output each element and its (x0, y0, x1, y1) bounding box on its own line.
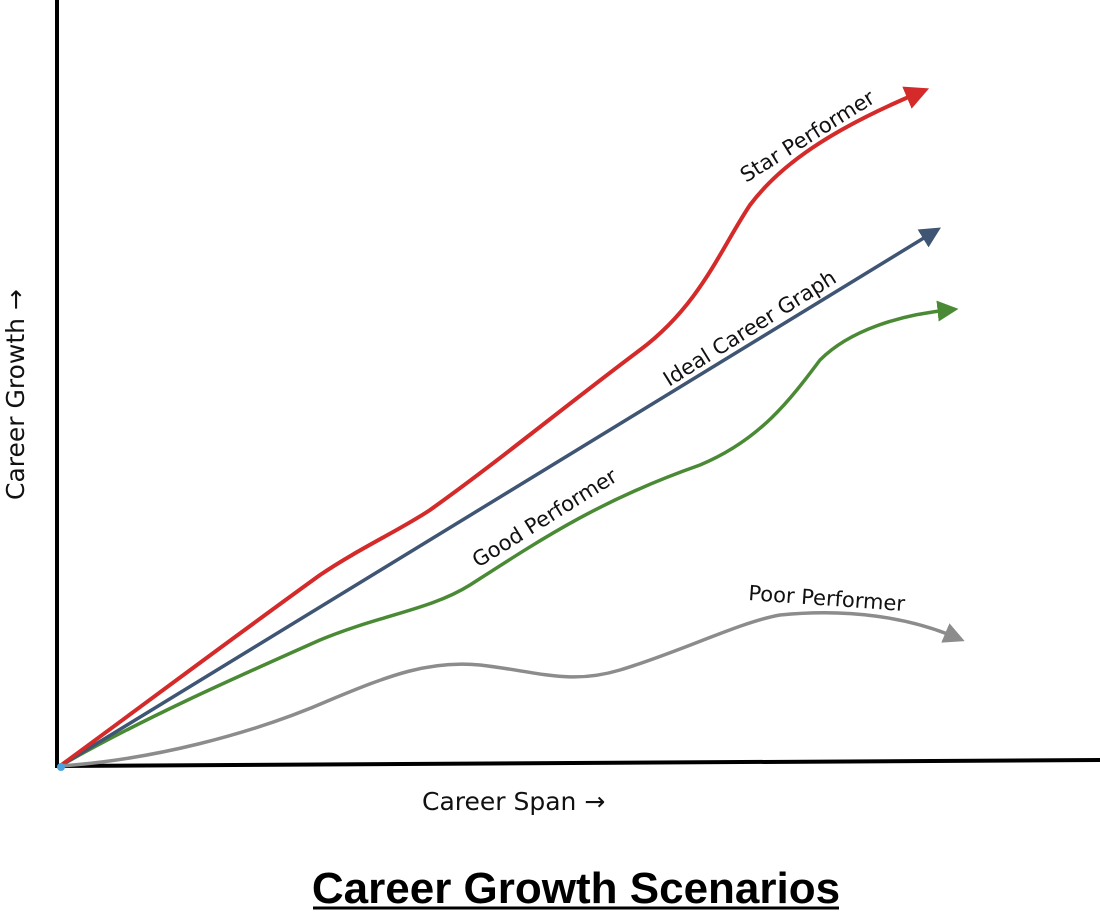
origin-point (57, 763, 65, 771)
poor-performer-label: Poor Performer (748, 581, 907, 616)
x-axis-line (54, 758, 1100, 768)
good-performer-label: Good Performer (468, 464, 622, 572)
poor-performer-curve (58, 611, 965, 768)
star-performer-label: Star Performer (736, 85, 879, 187)
ideal-career-label: Ideal Career Graph (659, 265, 841, 391)
diagram-title: Career Growth Scenarios (312, 864, 840, 913)
x-axis-label: Career Span → (422, 787, 605, 816)
star-performer-curve (58, 86, 930, 768)
ideal-career-curve (58, 227, 941, 768)
y-axis-label: Career Growth → (1, 289, 30, 500)
good-performer-curve (58, 300, 959, 768)
